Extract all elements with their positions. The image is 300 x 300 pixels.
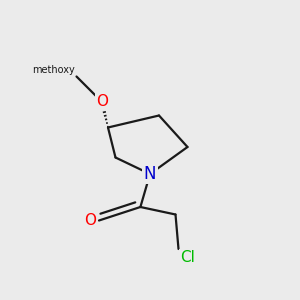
Text: methoxy: methoxy xyxy=(32,65,75,75)
Text: Cl: Cl xyxy=(180,250,195,266)
Text: O: O xyxy=(96,94,108,110)
Text: N: N xyxy=(144,165,156,183)
Text: O: O xyxy=(84,213,96,228)
